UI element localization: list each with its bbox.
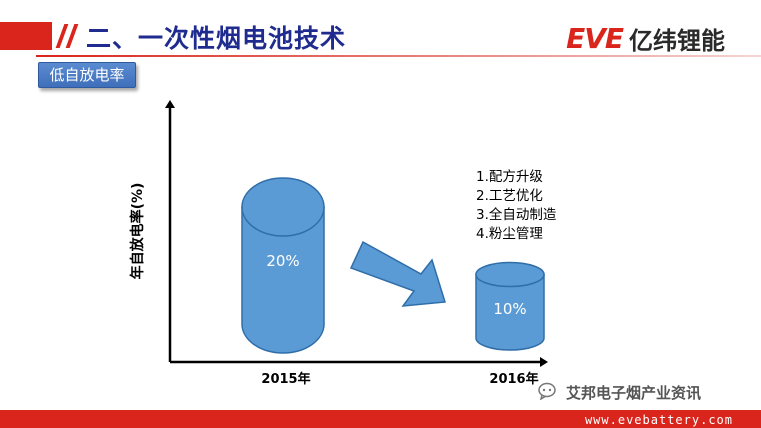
wechat-icon [538, 382, 556, 400]
footer-bar [0, 410, 761, 428]
data-label-1: 10% [493, 300, 526, 318]
logo-eve-text: EVE [566, 21, 624, 55]
bar-top-1 [475, 261, 545, 288]
data-label-0: 20% [266, 252, 299, 270]
footer-url: www.evebattery.com [584, 413, 733, 427]
bar-1 [475, 273, 545, 351]
x-axis-arrowhead [540, 357, 548, 367]
slide-title: 二、一次性烟电池技术 [86, 24, 347, 53]
logo-chinese-text: 亿纬锂能 [629, 26, 725, 55]
bar-top-0 [241, 177, 325, 237]
header-divider [36, 55, 761, 57]
category-label-1: 2016年 [489, 371, 538, 387]
watermark-text: 艾邦电子烟产业资讯 [566, 384, 702, 402]
annotation-1: 2.工艺优化 [476, 188, 543, 204]
y-axis-label: 年自放电率(%) [129, 183, 146, 280]
annotation-0: 1.配方升级 [476, 169, 543, 185]
annotation-3: 4.粉尘管理 [476, 226, 543, 242]
header-accent-bar [0, 22, 52, 50]
subtitle-badge: 低自放电率 [38, 62, 136, 88]
bar-0 [241, 206, 325, 354]
category-label-0: 2015年 [261, 371, 310, 387]
company-logo: EVE 亿纬锂能 [566, 21, 725, 55]
y-axis-arrowhead [165, 100, 175, 108]
annotation-2: 3.全自动制造 [476, 206, 557, 223]
trend-arrow [349, 240, 446, 307]
